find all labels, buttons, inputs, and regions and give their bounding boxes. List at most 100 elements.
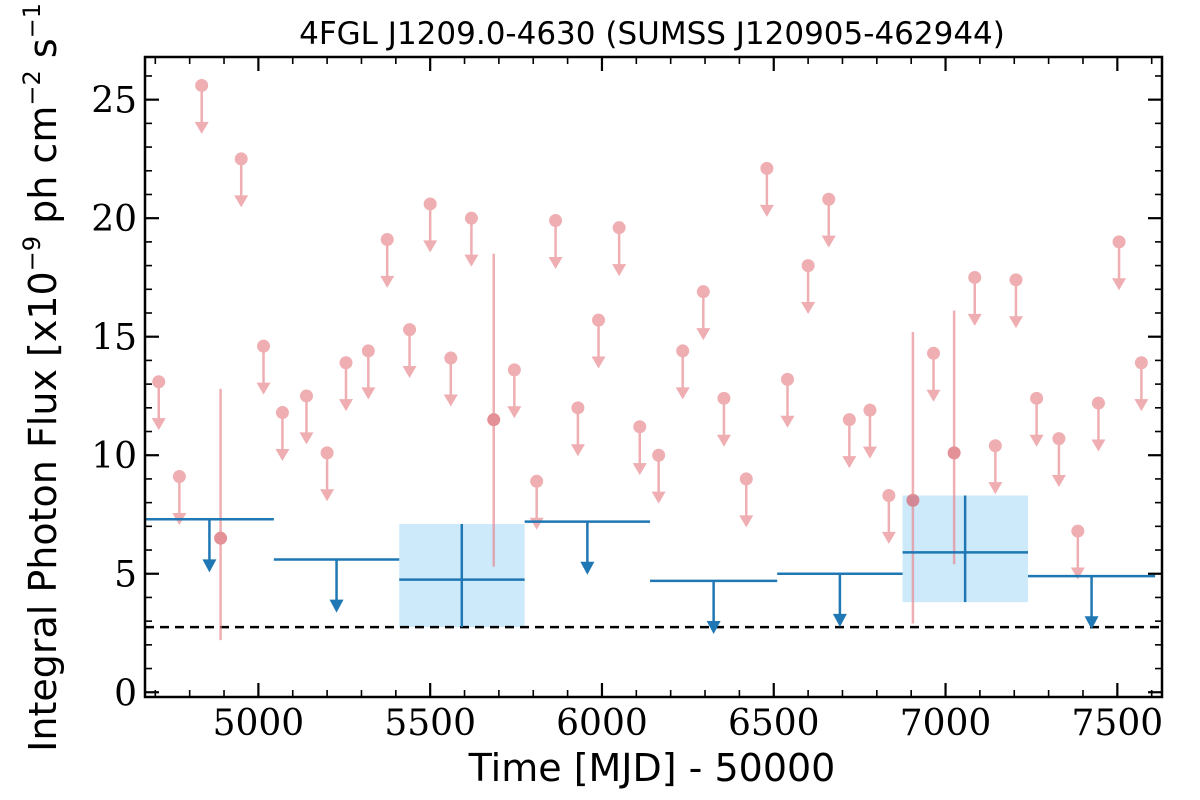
- y-tick-label: 0: [114, 673, 137, 714]
- x-tick-label: 5000: [213, 703, 305, 744]
- short-bin-upper-limit: [1070, 524, 1085, 580]
- y-tick-label: 15: [91, 318, 137, 359]
- y-tick-label: 5: [114, 555, 137, 596]
- short-bin-arrow-head: [1091, 439, 1106, 452]
- short-bin-arrow-head: [801, 302, 816, 314]
- long-bin-upper-limit: [777, 572, 903, 627]
- short-bin-upper-limit: [632, 420, 647, 476]
- short-bin-arrow-head: [881, 531, 896, 544]
- short-bin-upper-limit: [1029, 391, 1044, 447]
- short-bin-arrow-head: [842, 456, 857, 469]
- short-bin-upper-limit: [464, 211, 479, 267]
- short-bin-arrow-head: [464, 254, 479, 267]
- short-bin-upper-limit: [1091, 396, 1106, 452]
- y-axis-label: Integral Photon Flux [x10−9 ph cm−2 s−1]: [18, 0, 65, 752]
- y-label-exp3: −1: [18, 3, 46, 38]
- short-bin-arrow-head: [361, 387, 376, 400]
- short-bin-point: [487, 413, 501, 427]
- short-bin-arrow-head: [612, 264, 627, 277]
- short-bin-upper-limit: [338, 356, 353, 412]
- short-bin-detection: [487, 253, 501, 567]
- short-bin-arrow-head: [234, 195, 249, 208]
- short-bin-upper-limit: [320, 446, 335, 502]
- short-bin-arrow-head: [651, 491, 666, 504]
- short-bin-upper-limit: [380, 233, 395, 288]
- chart-title: 4FGL J1209.0-4630 (SUMSS J120905-462944): [299, 16, 1005, 52]
- short-bin-upper-limit: [1112, 235, 1127, 291]
- short-bin-arrow-head: [151, 418, 166, 431]
- short-bin-arrow-head: [1008, 316, 1023, 329]
- short-bin-arrow-head: [320, 489, 335, 502]
- long-bin-upper-limit: [1028, 574, 1156, 630]
- y-tick-label: 20: [91, 199, 137, 240]
- short-bin-detection: [947, 310, 961, 565]
- short-bin-upper-limit: [299, 389, 314, 445]
- short-bin-upper-limit: [988, 439, 1003, 495]
- y-tick-label: 25: [91, 81, 137, 122]
- short-bin-detection: [906, 331, 920, 624]
- short-bin-upper-limit: [842, 413, 857, 469]
- short-bin-upper-limit: [172, 470, 187, 525]
- short-bin-arrow-head: [739, 515, 754, 528]
- short-bin-arrow-head: [759, 204, 774, 217]
- short-bin-upper-limit: [548, 214, 563, 269]
- short-bin-arrow-head: [338, 399, 353, 412]
- short-bin-arrow-head: [194, 121, 209, 134]
- axes-layer: [143, 55, 1164, 699]
- short-bin-arrow-head: [696, 328, 711, 341]
- x-tick-label: 6000: [556, 703, 648, 744]
- short-bin-arrow-head: [1029, 434, 1044, 447]
- long-bin-arrow-head: [580, 561, 595, 575]
- short-bin-upper-limit: [151, 375, 166, 431]
- short-bin-arrow-head: [380, 275, 395, 288]
- x-axis-label: Time [MJD] - 50000: [468, 746, 836, 790]
- y-tick-label: 10: [91, 436, 137, 477]
- short-bin-upper-limit: [967, 270, 982, 326]
- x-tick-label: 6500: [728, 703, 820, 744]
- x-tick-label: 7500: [1072, 703, 1164, 744]
- long-bin-arrow-head: [329, 599, 344, 613]
- short-bin-arrow-head: [443, 394, 458, 407]
- y-label-exp1: −9: [18, 236, 46, 271]
- short-bin-upper-limit: [256, 339, 271, 395]
- short-bins-layer: [151, 78, 1149, 641]
- short-bin-upper-limit: [696, 285, 711, 341]
- short-bin-arrow-head: [402, 366, 417, 378]
- short-bin-upper-limit: [423, 197, 438, 253]
- y-label-prefix: Integral Photon Flux [x10: [21, 271, 65, 752]
- short-bin-arrow-head: [529, 517, 544, 530]
- short-bin-arrow-head: [967, 313, 982, 326]
- short-bin-upper-limit: [675, 344, 690, 400]
- short-bin-detection: [214, 388, 228, 641]
- short-bin-upper-limit: [275, 406, 290, 461]
- y-label-suffix: ]: [21, 0, 65, 3]
- short-bin-upper-limit: [507, 363, 522, 419]
- y-label-mid2: s: [21, 38, 65, 70]
- short-bin-upper-limit: [821, 192, 836, 248]
- short-bin-upper-limit: [443, 351, 458, 407]
- plot-frame: [143, 55, 1164, 699]
- short-bin-upper-limit: [862, 403, 877, 459]
- short-bin-arrow-head: [299, 432, 314, 445]
- long-bins-layer: [145, 495, 1156, 634]
- long-bin-arrow-head: [202, 559, 217, 573]
- short-bin-arrow-head: [275, 448, 290, 461]
- short-bin-upper-limit: [881, 489, 896, 544]
- short-bin-upper-limit: [570, 401, 585, 457]
- long-bin-arrow-head: [706, 621, 721, 634]
- long-bin-arrow-head: [832, 613, 847, 627]
- short-bin-arrow-head: [675, 387, 690, 400]
- short-bin-arrow-head: [780, 415, 795, 428]
- long-bin-upper-limit: [650, 579, 778, 634]
- short-bin-upper-limit: [651, 448, 666, 504]
- short-bin-upper-limit: [234, 152, 249, 208]
- short-bin-point: [214, 531, 228, 545]
- short-bin-upper-limit: [612, 221, 627, 277]
- y-label-exp2: −2: [18, 70, 46, 105]
- short-bin-upper-limit: [716, 391, 731, 447]
- short-bin-arrow-head: [926, 389, 941, 402]
- short-bin-arrow-head: [716, 434, 731, 447]
- tick-labels-layer: 5000 5500 6000 6500 7000 7500 0 5 10 15 20 25: [91, 81, 1163, 744]
- long-bin-arrow-head: [1084, 616, 1099, 630]
